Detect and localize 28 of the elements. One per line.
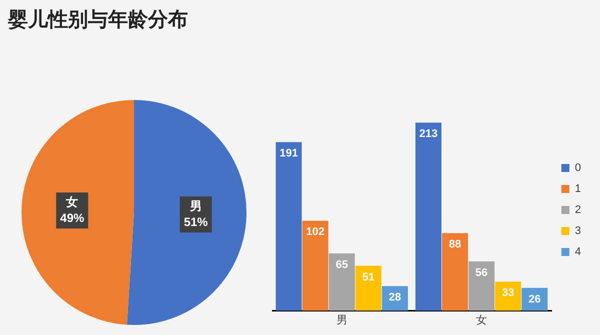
bar <box>415 122 442 311</box>
bar <box>468 261 495 311</box>
legend-label: 3 <box>574 225 582 238</box>
legend-label: 1 <box>574 183 582 196</box>
bar <box>328 253 355 311</box>
data-label: 56 <box>475 266 488 279</box>
legend-label: 4 <box>574 246 582 258</box>
data-label: 88 <box>448 238 462 251</box>
data-label: 191 <box>280 148 298 160</box>
bar <box>302 220 328 311</box>
bar <box>442 233 468 311</box>
data-label: 51 <box>362 271 375 284</box>
data-label: 28 <box>388 292 402 304</box>
bar <box>355 266 382 311</box>
data-label: 65 <box>336 258 348 271</box>
data-label: 213 <box>419 128 438 140</box>
data-label: 102 <box>306 226 324 238</box>
chart-title: 婴儿性别与年龄分布 <box>8 8 188 33</box>
data-label: 51% <box>184 214 208 229</box>
data-label: 49% <box>60 210 84 225</box>
data-label: 26 <box>528 293 541 306</box>
bar <box>276 142 302 311</box>
slice-label: 女 <box>65 194 78 209</box>
legend-label: 2 <box>574 204 582 216</box>
legend-label: 0 <box>574 162 582 174</box>
data-label: 33 <box>502 287 514 300</box>
bar <box>495 282 522 311</box>
slice-label: 男 <box>188 198 202 213</box>
